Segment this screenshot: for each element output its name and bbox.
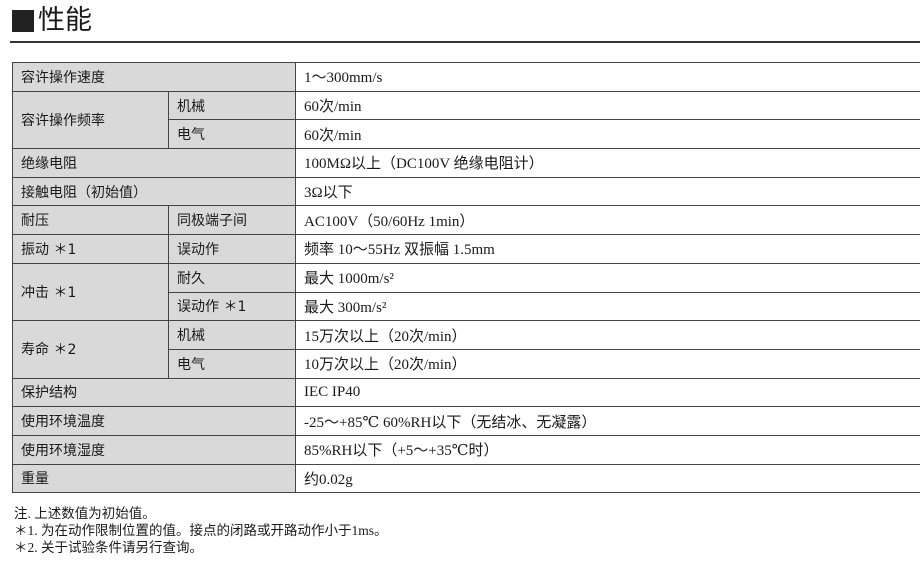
row-label: 绝缘电阻 (12, 148, 296, 178)
row-label: 保护结构 (12, 377, 296, 408)
performance-table: 容许操作速度 1～300mm/s 容许操作频率 机械 60次/min 电气 60次/mi… (12, 62, 920, 494)
table-row: 绝缘电阻 100MΩ以上（DC100V 绝缘电阻计） (12, 148, 920, 178)
row-value: 最大 300m/s² (295, 291, 920, 322)
row-label: 振动 ＊1 (12, 234, 169, 264)
table-row: 使用环境湿度 85%RH以下（+5～+35℃时） (12, 434, 920, 465)
row-value: 100MΩ以上（DC100V 绝缘电阻计） (295, 148, 920, 178)
table-row: 冲击 ＊1 耐久 最大 1000m/s² (12, 262, 920, 322)
row-value: 3Ω以下 (295, 176, 920, 207)
row-sublabel: 机械 (168, 90, 296, 121)
row-sublabel: 误动作 ＊1 (168, 291, 296, 322)
title-divider (10, 41, 920, 43)
row-label: 重量 (12, 463, 296, 494)
row-value: 10万次以上（20次/min） (295, 348, 920, 379)
table-row: 接触电阻（初始值） 3Ω以下 (12, 176, 920, 207)
row-sublabel: 机械 (168, 320, 296, 350)
table-row: 重量 约0.02g (12, 463, 920, 494)
table-row: 容许操作速度 1～300mm/s (12, 62, 920, 92)
row-value: -25～+85℃ 60%RH以下（无结冰、无凝露） (295, 406, 920, 436)
row-value: 85%RH以下（+5～+35℃时） (295, 434, 920, 465)
row-value: 约0.02g (295, 463, 920, 494)
row-label: 冲击 ＊1 (12, 262, 169, 322)
row-value: 60次/min (295, 90, 920, 121)
section-title-text: 性能 (38, 5, 92, 36)
table-row: 耐压 同极端子间 AC100V（50/60Hz 1min） (12, 205, 920, 236)
table-row: 容许操作频率 机械 60次/min (12, 90, 920, 150)
square-bullet-icon (12, 10, 34, 32)
footnote: ＊2. 关于试验条件请另行查询。 (14, 540, 203, 555)
section-title: 性能 (12, 4, 92, 38)
row-label: 寿命 ＊2 (12, 320, 169, 379)
row-label: 接触电阻（初始值） (12, 176, 296, 207)
row-sublabel: 电气 (168, 119, 296, 150)
row-label: 容许操作频率 (12, 90, 169, 150)
row-value: IEC IP40 (295, 377, 920, 408)
table-row: 保护结构 IEC IP40 (12, 377, 920, 408)
row-label: 使用环境温度 (12, 406, 296, 436)
table-row: 误动作 ＊1 最大 300m/s² (13, 291, 920, 322)
row-value: AC100V（50/60Hz 1min） (295, 205, 920, 236)
row-label: 耐压 (12, 205, 169, 236)
footnote: ＊1. 为在动作限制位置的值。接点的闭路或开路动作小于1ms。 (14, 523, 388, 538)
row-sublabel: 电气 (168, 348, 296, 379)
row-sublabel: 误动作 (168, 234, 296, 264)
table-row: 寿命 ＊2 机械 15万次以上（20次/min） (12, 320, 920, 379)
row-value: 频率 10～55Hz 双振幅 1.5mm (295, 234, 920, 264)
row-label: 使用环境湿度 (12, 434, 296, 465)
row-value: 最大 1000m/s² (295, 262, 920, 293)
row-value: 1～300mm/s (295, 62, 920, 92)
footnote: 注. 上述数值为初始值。 (14, 506, 156, 521)
row-sublabel: 同极端子间 (168, 205, 296, 236)
table-row: 电气 60次/min (13, 119, 920, 150)
row-value: 15万次以上（20次/min） (295, 320, 920, 350)
table-row: 振动 ＊1 误动作 频率 10～55Hz 双振幅 1.5mm (12, 234, 920, 264)
footnotes: 注. 上述数值为初始值。 ＊1. 为在动作限制位置的值。接点的闭路或开路动作小于… (14, 505, 388, 556)
row-value: 60次/min (295, 119, 920, 150)
table-row: 使用环境温度 -25～+85℃ 60%RH以下（无结冰、无凝露） (12, 406, 920, 436)
row-sublabel: 耐久 (168, 262, 296, 293)
row-label: 容许操作速度 (12, 62, 296, 92)
